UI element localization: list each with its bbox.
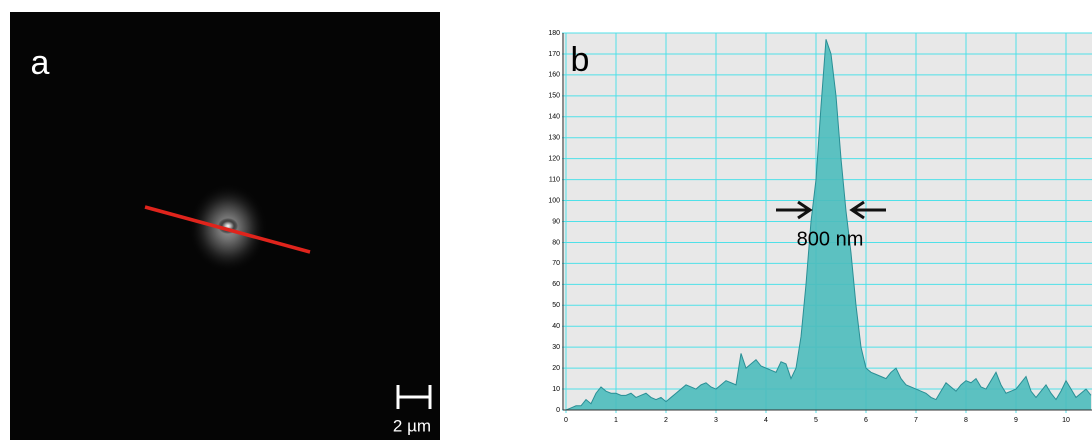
y-tick-label: 10 xyxy=(552,386,560,393)
x-tick-label: 10 xyxy=(1062,417,1070,424)
x-tick-label: 3 xyxy=(714,417,718,424)
x-tick-label: 2 xyxy=(664,417,668,424)
x-tick-label: 4 xyxy=(764,417,768,424)
y-tick-label: 130 xyxy=(548,135,560,142)
y-tick-label: 140 xyxy=(548,114,560,121)
y-tick-label: 30 xyxy=(552,344,560,351)
profile-line xyxy=(144,205,311,254)
y-tick-label: 150 xyxy=(548,93,560,100)
width-arrows xyxy=(776,200,886,220)
y-tick-label: 40 xyxy=(552,323,560,330)
chart: 0102030405060708090100110120130140150160… xyxy=(548,30,1092,424)
x-tick-label: 6 xyxy=(864,417,868,424)
y-tick-label: 110 xyxy=(549,176,560,183)
x-tick-label: 0 xyxy=(564,417,568,424)
y-tick-label: 120 xyxy=(548,156,560,163)
y-tick-label: 100 xyxy=(548,197,560,204)
y-tick-label: 80 xyxy=(552,239,560,246)
y-tick-label: 180 xyxy=(548,30,560,37)
y-tick-label: 160 xyxy=(548,72,560,79)
scale-bar-label: 2 µm xyxy=(393,416,431,435)
y-tick-label: 0 xyxy=(556,407,560,414)
y-tick-label: 70 xyxy=(552,260,560,267)
x-tick-label: 8 xyxy=(964,417,968,424)
line xyxy=(565,39,1092,411)
y-tick-label: 90 xyxy=(552,218,560,225)
y-tick-label: 170 xyxy=(548,51,560,58)
scale-bar xyxy=(396,385,432,409)
x-tick-label: 7 xyxy=(914,417,918,424)
area xyxy=(566,39,1091,411)
y-tick-label: 50 xyxy=(552,302,560,309)
x-tick-label: 9 xyxy=(1014,417,1018,424)
panel-label: a xyxy=(31,44,50,82)
x-tick-label: 1 xyxy=(614,417,618,424)
y-tick-label: 20 xyxy=(552,365,560,372)
annotation: 800 nm xyxy=(797,228,864,250)
panel-label: b xyxy=(571,41,590,79)
y-tick-label: 60 xyxy=(552,281,560,288)
x-tick-label: 5 xyxy=(814,417,818,424)
